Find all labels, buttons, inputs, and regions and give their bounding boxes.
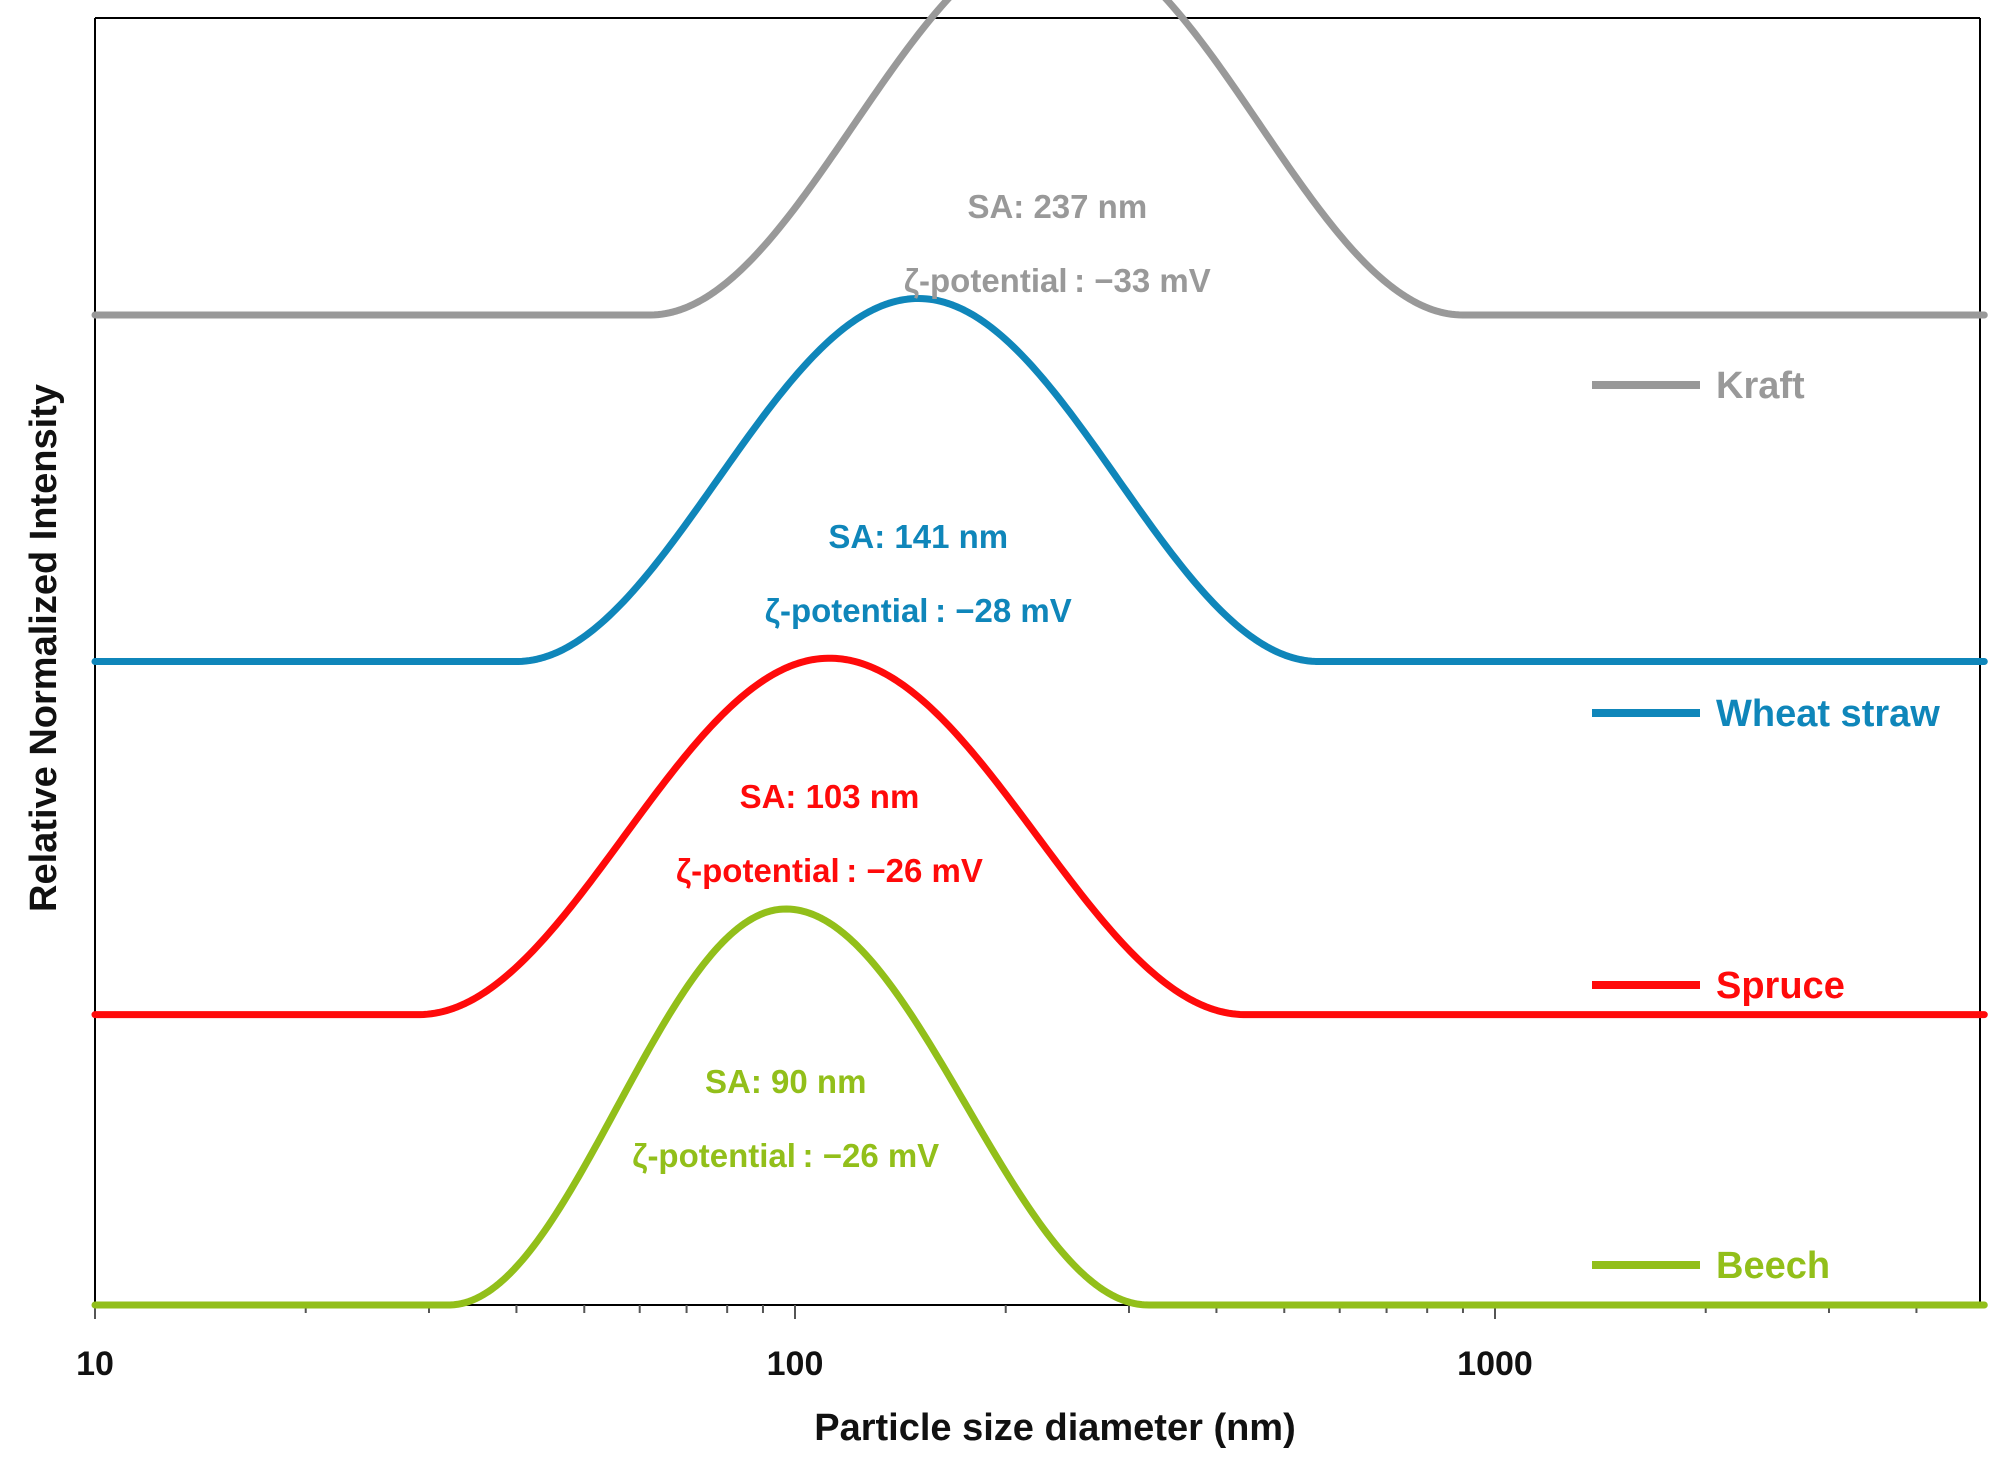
annotations: SA: 237 nm ζ-potential : −33 mV SA: 141 nm… [632,188,1211,1174]
annotation-sa-wheat-straw: SA: 141 nm [828,518,1008,555]
y-axis-title: Relative Normalized Intensity [23,384,65,912]
x-tick-label: 10 [76,1345,114,1383]
x-tick-label: 100 [767,1345,824,1383]
series-line-wheat-straw [91,295,1988,665]
series-line-kraft [91,0,1988,319]
x-axis-title: Particle size diameter (nm) [814,1407,1296,1449]
annotation-sa-kraft: SA: 237 nm [967,188,1147,225]
series-line-spruce [91,654,1988,1019]
annotation-zeta-kraft: ζ-potential : −33 mV [904,262,1211,299]
annotation-sa-beech: SA: 90 nm [705,1063,866,1100]
annotation-zeta-beech: ζ-potential : −26 mV [632,1137,939,1174]
annotation-sa-spruce: SA: 103 nm [740,778,920,815]
legend-label: Beech [1716,1245,1830,1287]
x-tick-labels: 10 100 1000 [76,1345,1533,1383]
annotation-zeta-spruce: ζ-potential : −26 mV [676,852,983,889]
series-lines [91,0,1988,1309]
x-tick-label: 1000 [1457,1345,1533,1383]
legend-label: Wheat straw [1716,693,1940,735]
legend-label: Kraft [1716,365,1805,407]
legend: Kraft Wheat straw Spruce Beech [1592,365,1940,1287]
series-line-beech [91,905,1988,1309]
legend-label: Spruce [1716,965,1845,1007]
annotation-zeta-wheat-straw: ζ-potential : −28 mV [765,592,1072,629]
